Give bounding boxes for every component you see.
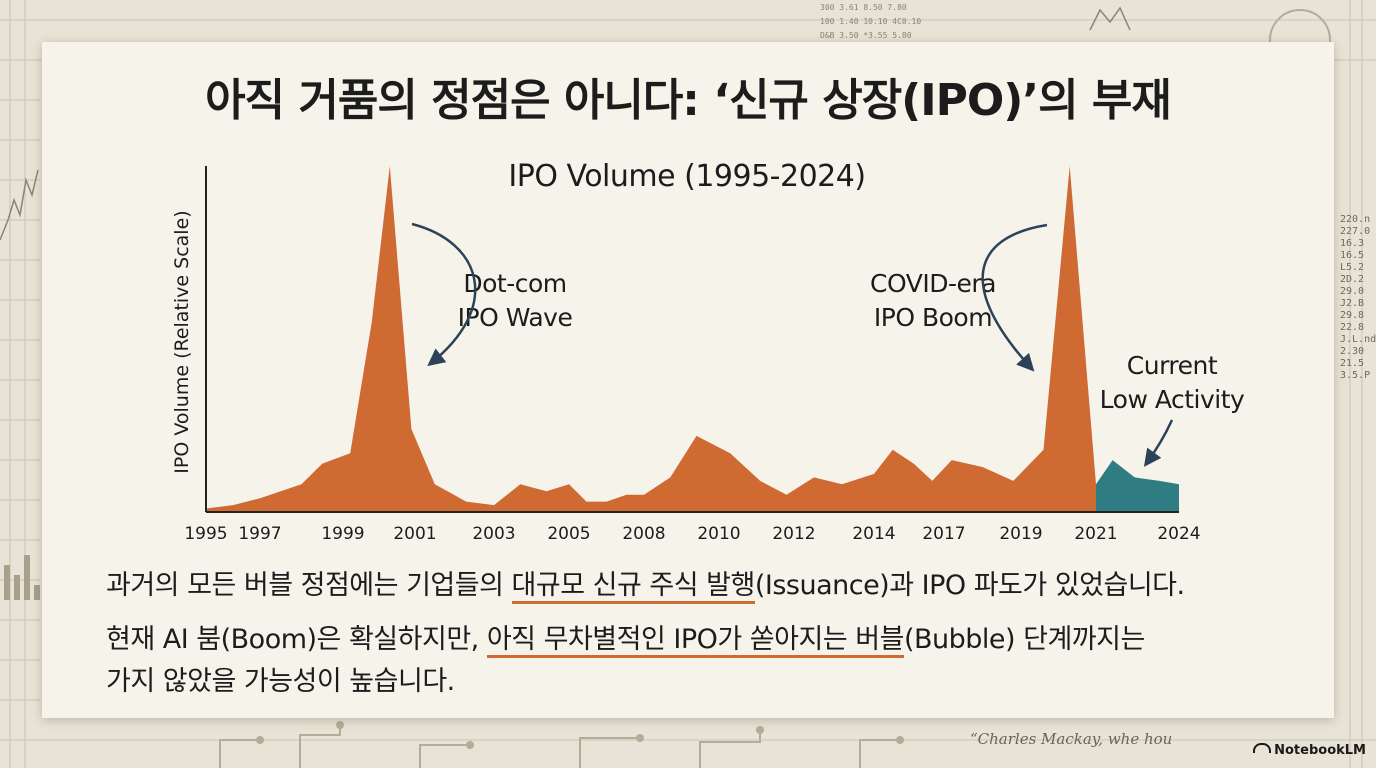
annotation-label: COVID-era IPO Boom bbox=[870, 269, 996, 332]
area-current bbox=[1096, 460, 1179, 512]
annotation-arrow bbox=[411, 222, 477, 367]
ipo-volume-chart: IPO Volume (1995-2024) IPO Volume (Relat… bbox=[171, 159, 1246, 544]
notebooklm-logo-icon bbox=[1253, 743, 1272, 753]
background-number: 16.5 bbox=[1340, 250, 1364, 261]
slide-card: 아직 거품의 정점은 아니다: ‘신규 상장(IPO)’의 부재 IPO Vol… bbox=[42, 42, 1334, 718]
background-number: 3.5.P bbox=[1340, 370, 1370, 381]
x-tick-label: 1995 bbox=[184, 524, 227, 544]
brand-name: NotebookLM bbox=[1274, 743, 1366, 758]
notebooklm-watermark: NotebookLM bbox=[1253, 743, 1366, 758]
background-number: 2.30 bbox=[1340, 346, 1364, 357]
paragraph-1: 과거의 모든 버블 정점에는 기업들의 대규모 신규 주식 발행(Issuanc… bbox=[106, 565, 1286, 607]
paragraph-2-line-2: 가지 않았을 가능성이 높습니다. bbox=[106, 666, 455, 697]
x-tick-label: 2010 bbox=[697, 524, 740, 544]
annotation-label: Current Low Activity bbox=[1100, 351, 1245, 414]
paragraph-2-highlight: 아직 무차별적인 IPO가 쏟아지는 버블 bbox=[486, 624, 904, 658]
background-number: J2.B bbox=[1340, 298, 1364, 309]
x-tick-label: 2005 bbox=[547, 524, 590, 544]
x-tick-label: 1997 bbox=[238, 524, 281, 544]
chart-title: IPO Volume (1995-2024) bbox=[508, 159, 865, 194]
background-number: 29.0 bbox=[1340, 286, 1364, 297]
paragraph-2-text-end: (Bubble) 단계까지는 bbox=[903, 624, 1145, 655]
annotation-label: Dot-com IPO Wave bbox=[458, 269, 573, 332]
svg-text:300 3.61 8.50 7.80: 300 3.61 8.50 7.80 bbox=[820, 3, 907, 12]
paragraph-1-highlight: 대규모 신규 주식 발행 bbox=[511, 570, 755, 604]
x-tick-label: 2021 bbox=[1074, 524, 1117, 544]
background-number: 16.3 bbox=[1340, 238, 1364, 249]
background-quote: “Charles Mackay, whe hou bbox=[970, 730, 1173, 748]
annotation-arrow bbox=[981, 223, 1048, 372]
paragraph-2-text: 현재 AI 붐(Boom)은 확실하지만, bbox=[106, 624, 487, 655]
svg-text:D&B 3.50 *3.55 5.80: D&B 3.50 *3.55 5.80 bbox=[820, 31, 912, 40]
x-tick-label: 2017 bbox=[922, 524, 965, 544]
area-historical bbox=[206, 166, 1096, 512]
y-axis-label: IPO Volume (Relative Scale) bbox=[171, 210, 193, 473]
background-number: L5.2 bbox=[1340, 262, 1364, 273]
x-tick-label: 2008 bbox=[622, 524, 665, 544]
paragraph-2: 현재 AI 붐(Boom)은 확실하지만, 아직 무차별적인 IPO가 쏟아지는… bbox=[106, 619, 1286, 703]
background-number: 22.8 bbox=[1340, 322, 1364, 333]
x-tick-label: 2003 bbox=[472, 524, 515, 544]
paragraph-1-text: 과거의 모든 버블 정점에는 기업들의 bbox=[106, 570, 512, 601]
background-number: 21.5 bbox=[1340, 358, 1364, 369]
x-tick-label: 2014 bbox=[852, 524, 895, 544]
x-tick-label: 2019 bbox=[999, 524, 1042, 544]
paragraph-1-text-end: (Issuance)과 IPO 파도가 있었습니다. bbox=[754, 570, 1185, 601]
x-tick-label: 2012 bbox=[772, 524, 815, 544]
slide-title: 아직 거품의 정점은 아니다: ‘신규 상장(IPO)’의 부재 bbox=[205, 75, 1172, 126]
background-number: 29.8 bbox=[1340, 310, 1364, 321]
svg-text:100 1.40 10.10 4C0.10: 100 1.40 10.10 4C0.10 bbox=[820, 17, 921, 26]
background-number: 227.0 bbox=[1340, 226, 1370, 237]
x-tick-label: 2001 bbox=[393, 524, 436, 544]
annotation-arrow bbox=[1143, 419, 1174, 467]
background-number: 2D.2 bbox=[1340, 274, 1364, 285]
x-tick-label: 1999 bbox=[321, 524, 364, 544]
background-number: J.L.nd bbox=[1340, 334, 1376, 345]
x-tick-label: 2024 bbox=[1157, 524, 1200, 544]
background-number: 220.n bbox=[1340, 214, 1370, 225]
